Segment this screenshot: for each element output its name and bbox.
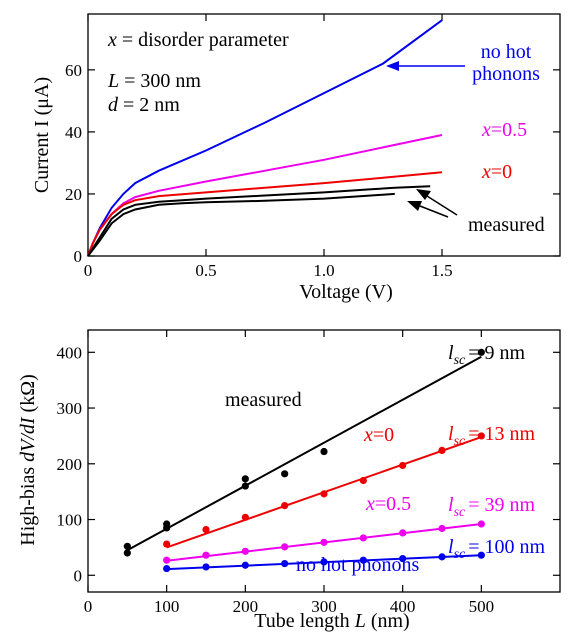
resistance-data-point [281, 559, 289, 568]
iv-y-tick-label: 60 [65, 61, 82, 80]
resistance-x-axis-label: Tube length L (nm) [254, 610, 409, 632]
resistance-data-point [359, 476, 367, 485]
resistance-data-point [281, 543, 289, 551]
measured-series-label: measured [225, 389, 302, 411]
resistance-y-tick-label: 0 [74, 566, 83, 585]
measured-label: measured [468, 214, 545, 236]
resistance-series [123, 348, 485, 573]
iv-series-line [87, 192, 395, 257]
resistance-data-point [477, 551, 485, 559]
no-hot-phonons-arrow [386, 61, 465, 71]
no-hot-phonons-label: no hot [481, 41, 532, 63]
x05-curve-label: x=0.5 [481, 119, 527, 141]
resistance-data-point [320, 558, 328, 566]
resistance-data-point [399, 461, 407, 470]
iv-x-tick-label: 0.5 [195, 261, 216, 280]
resistance-data-point [320, 490, 328, 498]
iv-y-tick-label: 40 [65, 123, 82, 142]
x0-curve-label: x=0 [481, 161, 512, 183]
resistance-data-point [123, 542, 131, 550]
resistance-data-point [163, 556, 171, 564]
resistance-y-tick-label: 200 [57, 455, 83, 474]
resistance-data-point [241, 482, 249, 490]
resistance-x-tick-label: 300 [311, 597, 337, 616]
resistance-y-tick-label: 300 [57, 399, 83, 418]
resistance-fit-line [126, 355, 482, 552]
resistance-data-point [438, 446, 446, 455]
lsc-39nm-label: lsc = 39 nm [448, 494, 536, 520]
iv-x-tick-label: 1.5 [431, 261, 452, 280]
resistance-chart-panel: 0 100 200 300 400 500 0 100 200 300 400 High-bias … [17, 329, 561, 632]
iv-x-tick-label: 1.0 [313, 261, 334, 280]
iv-series-line [87, 19, 443, 257]
iv-axis-ticks: 0 0.5 1.0 1.5 0 20 40 60 [65, 14, 560, 280]
resistance-data-point [202, 551, 210, 559]
resistance-data-point [477, 348, 485, 356]
iv-x-tick-label: 0 [84, 261, 93, 280]
length-parameter-note: L = 300 nm [107, 70, 201, 92]
diameter-parameter-note: d = 2 nm [108, 94, 180, 116]
resistance-data-point [281, 501, 289, 510]
resistance-data-point [163, 520, 171, 528]
resistance-data-point [399, 554, 407, 563]
iv-series-line [87, 185, 431, 257]
resistance-data-point [241, 513, 249, 521]
resistance-x-tick-label: 400 [390, 597, 416, 616]
resistance-data-point [359, 556, 367, 564]
resistance-data-point [163, 564, 171, 573]
disorder-parameter-note: x = disorder parameter [107, 29, 289, 51]
resistance-x-tick-label: 500 [469, 597, 495, 616]
resistance-data-point [123, 549, 131, 557]
resistance-x-tick-label: 100 [154, 597, 180, 616]
iv-y-axis-label: Current I (μA) [31, 77, 53, 193]
resistance-data-point [477, 520, 485, 528]
x0-series-label: x=0 [363, 424, 394, 446]
resistance-data-point [281, 470, 289, 478]
iv-series-lines [87, 19, 443, 257]
resistance-data-point [320, 538, 328, 546]
x05-series-label: x=0.5 [365, 493, 411, 515]
resistance-axis-ticks: 0 100 200 300 400 500 0 100 200 300 400 [57, 330, 560, 616]
no-hot-phonons-series-label: no hot phonons [296, 554, 420, 576]
iv-x-axis-label: Voltage (V) [299, 281, 393, 303]
measured-arrows [407, 189, 458, 218]
resistance-y-tick-label: 100 [57, 511, 83, 530]
resistance-data-point [202, 563, 210, 571]
resistance-x-tick-label: 200 [233, 597, 259, 616]
resistance-data-point [241, 475, 249, 483]
resistance-data-point [438, 553, 446, 561]
resistance-data-point [399, 529, 407, 537]
resistance-y-axis-label: High-bias dV/dI (kΩ) [17, 374, 39, 546]
resistance-data-point [359, 534, 367, 542]
resistance-y-tick-label: 400 [57, 343, 83, 362]
resistance-data-point [202, 525, 210, 534]
lsc-13nm-label: lsc = 13 nm [448, 423, 536, 449]
iv-y-tick-label: 20 [65, 185, 82, 204]
resistance-data-point [241, 561, 249, 569]
resistance-data-point [477, 432, 485, 440]
resistance-data-point [241, 547, 249, 555]
resistance-data-point [163, 540, 171, 548]
resistance-data-point [320, 447, 328, 456]
lsc-9nm-label: lsc = 9 nm [448, 342, 526, 368]
iv-y-tick-label: 0 [74, 247, 83, 266]
iv-series-line [87, 171, 443, 257]
lsc-100nm-label: lsc = 100 nm [448, 536, 546, 562]
resistance-data-point [438, 524, 446, 533]
resistance-x-tick-label: 0 [84, 597, 93, 616]
no-hot-phonons-label-line2: phonons [472, 63, 540, 85]
iv-chart-panel: 0 0.5 1.0 1.5 0 20 40 60 Current I (μA) Voltage… [31, 13, 561, 303]
